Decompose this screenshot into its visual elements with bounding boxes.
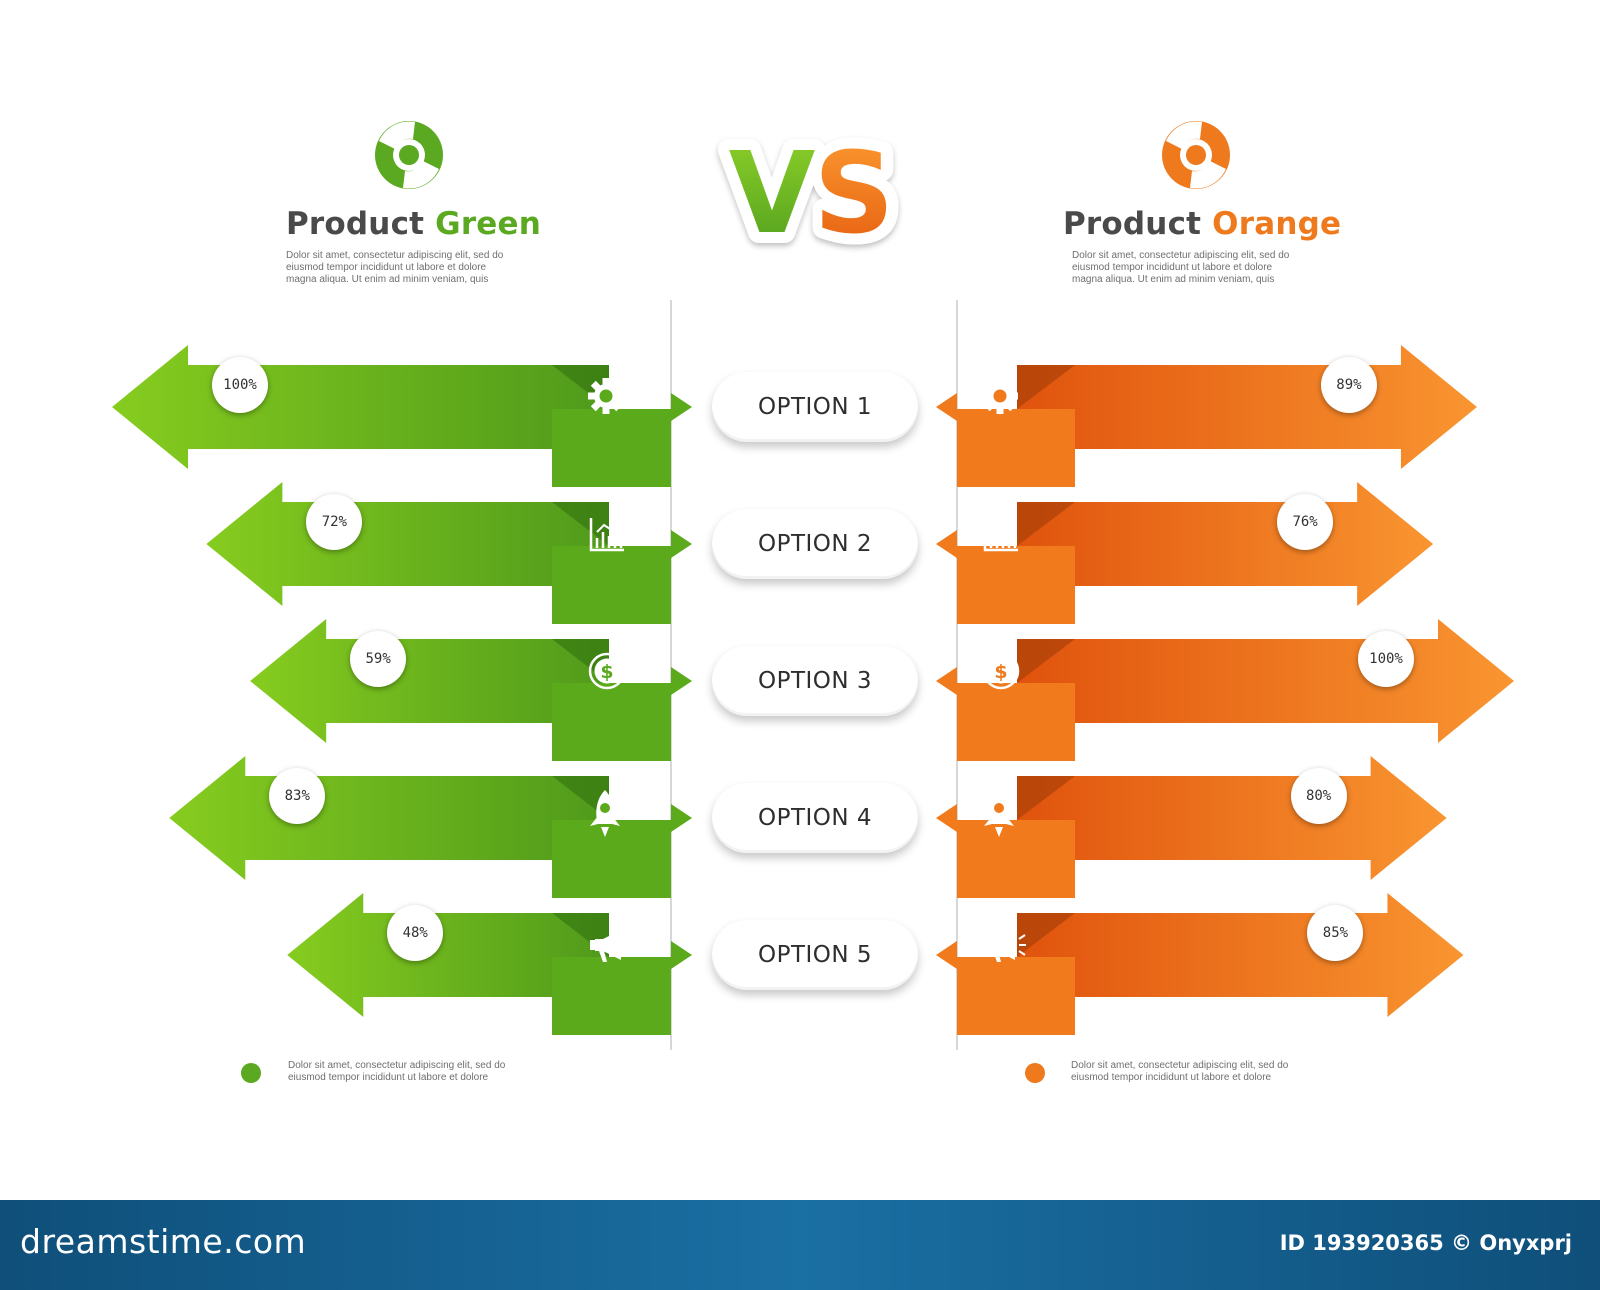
dollar-icon: $ (981, 651, 1041, 711)
green-icon-tab (552, 941, 692, 1035)
orange-fold-shadow (1017, 639, 1075, 683)
orange-percent-badge: 100% (1358, 631, 1414, 687)
green-description: Dolor sit amet, consectetur adipiscing e… (286, 250, 503, 286)
green-icon-tab (552, 530, 692, 624)
green-arrow (287, 893, 609, 1017)
option-label: OPTION 3 (712, 646, 918, 716)
orange-percent-badge: 85% (1307, 905, 1364, 961)
green-title-word: Product (286, 206, 425, 242)
orange-arrow (1017, 345, 1477, 469)
vs-letter-v: V (729, 129, 816, 259)
orange-description: Dolor sit amet, consectetur adipiscing e… (1072, 250, 1289, 286)
orange-fold-shadow (1017, 365, 1075, 409)
orange-fold-shadow (1017, 776, 1075, 820)
green-arrow (112, 345, 609, 469)
arrows-canvas: VS V S (112, 118, 1514, 1050)
orange-description-line: magna aliqua. Ut enim ad minim veniam, q… (1072, 274, 1275, 285)
green-arrow (250, 619, 610, 743)
orange-icon-tab (936, 530, 1075, 624)
orange-arrow (1017, 619, 1514, 743)
green-percent-badge: 100% (212, 357, 268, 413)
option-label: OPTION 4 (712, 783, 918, 853)
orange-icon-tab (936, 393, 1075, 487)
rocket-icon (587, 788, 647, 848)
orange-legend-dot (1025, 1063, 1045, 1083)
orange-footnote: Dolor sit amet, consectetur adipiscing e… (1071, 1060, 1288, 1084)
dollar-icon: $ (587, 651, 647, 711)
orange-arrow (1017, 756, 1447, 880)
svg-text:VS: VS (728, 129, 895, 259)
green-icon-tab (552, 667, 692, 761)
bar-chart-icon (587, 514, 647, 574)
vs-letter-s: S (814, 129, 895, 259)
footer-brand[interactable]: dreamstime.com (20, 1222, 307, 1261)
gear-icon (981, 377, 1041, 437)
green-footnote: Dolor sit amet, consectetur adipiscing e… (288, 1060, 505, 1084)
green-fold-shadow (552, 502, 609, 546)
orange-footnote-line: Dolor sit amet, consectetur adipiscing e… (1071, 1060, 1289, 1071)
green-percent-badge: 83% (269, 768, 326, 824)
orange-logo-icon (1162, 121, 1230, 189)
green-description-line: Dolor sit amet, consectetur adipiscing e… (286, 250, 504, 261)
comparison-infographic: VS V S Product Green Product Orange (112, 118, 1514, 1084)
option-label: OPTION 5 (712, 920, 918, 990)
green-percent-badge: 72% (306, 494, 363, 550)
orange-icon-tab (936, 941, 1075, 1035)
footer-credit: ID 193920365 © Onyxprj (1279, 1231, 1572, 1255)
orange-fold-shadow (1017, 502, 1075, 546)
green-logo-icon (375, 121, 443, 189)
megaphone-icon (981, 925, 1041, 985)
green-icon-tab (552, 804, 692, 898)
svg-text:$: $ (600, 661, 613, 683)
green-title-color-word: Green (435, 206, 542, 242)
orange-title-color-word: Orange (1212, 206, 1342, 242)
green-legend-dot (241, 1063, 261, 1083)
gear-icon (587, 377, 647, 437)
green-description-line: eiusmod tempor incididunt ut labore et d… (286, 262, 487, 273)
svg-text:$: $ (994, 661, 1007, 683)
green-footnote-line: eiusmod tempor incididunt ut labore et d… (288, 1072, 489, 1083)
orange-arrow (1017, 893, 1464, 1017)
green-icon-tab (552, 393, 692, 487)
option-label: OPTION 2 (712, 509, 918, 579)
megaphone-icon (587, 925, 647, 985)
vs-badge: VS V S (717, 118, 906, 270)
footer-bar: dreamstime.com ID 193920365 © Onyxprj (0, 1200, 1600, 1290)
orange-fold-shadow (1017, 913, 1075, 957)
option-label: OPTION 1 (712, 372, 918, 442)
green-fold-shadow (552, 776, 609, 820)
orange-title-word: Product (1063, 206, 1202, 242)
green-percent-badge: 59% (350, 631, 407, 687)
orange-icon-tab (936, 804, 1075, 898)
green-percent-badge: 48% (387, 905, 444, 961)
orange-product-title: Product Orange (1063, 206, 1341, 242)
orange-percent-badge: 89% (1320, 357, 1377, 413)
orange-percent-badge: 76% (1277, 494, 1334, 550)
orange-description-line: Dolor sit amet, consectetur adipiscing e… (1072, 250, 1290, 261)
green-footnote-line: Dolor sit amet, consectetur adipiscing e… (288, 1060, 506, 1071)
bar-chart-icon (981, 514, 1041, 574)
green-description-line: magna aliqua. Ut enim ad minim veniam, q… (286, 274, 489, 285)
green-arrow (169, 756, 610, 880)
green-product-title: Product Green (286, 206, 541, 242)
rocket-icon (981, 788, 1041, 848)
orange-percent-badge: 80% (1290, 768, 1347, 824)
orange-arrow (1017, 482, 1434, 606)
orange-description-line: eiusmod tempor incididunt ut labore et d… (1072, 262, 1273, 273)
orange-icon-tab (936, 667, 1075, 761)
orange-footnote-line: eiusmod tempor incididunt ut labore et d… (1071, 1072, 1272, 1083)
green-arrow (206, 482, 610, 606)
